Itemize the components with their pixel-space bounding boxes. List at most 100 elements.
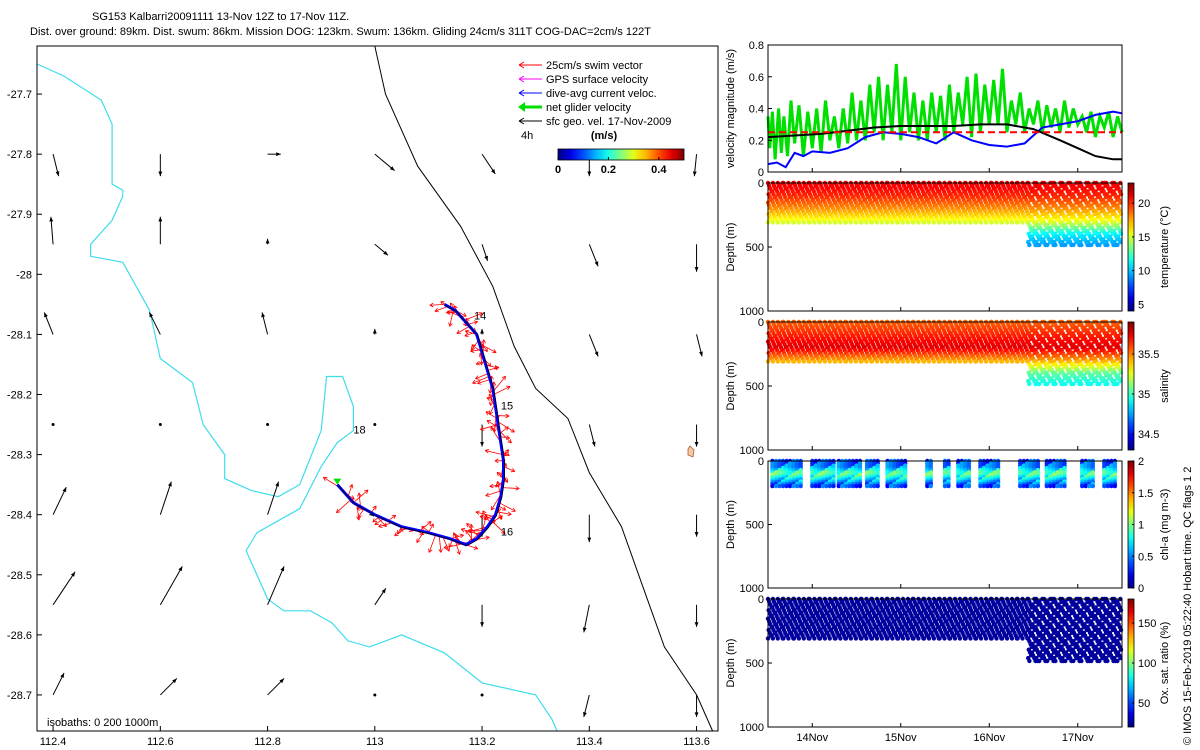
surface-vector-head	[168, 481, 172, 487]
surface-vector-head	[480, 328, 485, 334]
chlorophyll-point	[1018, 483, 1023, 489]
temperature-point	[859, 220, 864, 225]
map-y-tick-label: -28.3	[7, 450, 32, 462]
chlorophyll-colorbar-tick-label: 1.5	[1138, 488, 1153, 500]
swim-vector-head	[464, 332, 469, 338]
swim-vector-head	[447, 310, 452, 315]
chlorophyll-point	[946, 483, 951, 489]
oxygen-point	[859, 636, 864, 641]
chlorophyll-point	[831, 483, 836, 489]
swim-vector	[466, 522, 479, 537]
surface-vector-dot	[373, 693, 377, 697]
surface-vector-head	[62, 487, 67, 493]
temperature-point	[1089, 242, 1094, 248]
salinity-point	[973, 359, 979, 364]
temperature-colorbar-tick-label: 10	[1138, 266, 1150, 278]
title-line-1: SG153 Kalbarri20091111 13-Nov 12Z to 17-…	[92, 11, 349, 23]
salinity-point	[926, 359, 932, 364]
oxygen-point	[781, 636, 786, 641]
swim-vector-head	[489, 483, 494, 489]
salinity-point	[874, 359, 880, 364]
chlorophyll-point	[959, 483, 964, 489]
swim-vector	[485, 490, 502, 497]
swim-vector	[472, 376, 490, 384]
gps-track	[338, 305, 505, 547]
swim-vector-head	[485, 492, 490, 497]
temperature-point	[1045, 242, 1050, 248]
chlorophyll-point	[903, 483, 908, 489]
surface-vector-head	[70, 571, 76, 577]
velocity-series-line	[766, 63, 1124, 160]
map-colorbar-tick-label: 0	[555, 164, 561, 176]
swim-vector-head	[475, 361, 481, 366]
chlorophyll-point	[1055, 483, 1060, 489]
velocity-y-tick-label: 0.4	[749, 104, 764, 116]
surface-vector-head	[694, 622, 699, 627]
salinity-y-tick-label: 0	[758, 317, 764, 329]
chlorophyll-point	[888, 483, 894, 489]
swim-vector-head	[445, 547, 450, 552]
swim-vector-head	[475, 375, 480, 380]
salinity-point	[801, 359, 806, 364]
salinity-point	[885, 359, 890, 364]
salinity-point	[963, 359, 968, 364]
surface-vector-head	[381, 588, 386, 594]
temperature-point	[994, 220, 999, 225]
temperature-point	[1037, 242, 1042, 248]
salinity-colorbar-tick-label: 34.5	[1138, 429, 1159, 441]
swim-vector-head	[428, 548, 433, 553]
chlorophyll-point	[1044, 483, 1050, 489]
oxygen-point	[775, 636, 780, 641]
swim-vector	[467, 321, 478, 325]
surface-vector-head	[383, 250, 389, 256]
temperature-point	[791, 220, 797, 225]
oxygen-point	[812, 636, 817, 641]
swim-vector-head	[372, 518, 377, 523]
swim-vector-head	[378, 523, 383, 528]
net-velocity-marker	[333, 478, 342, 485]
temperature-point	[833, 220, 838, 225]
temperature-point	[916, 220, 921, 225]
temperature-point	[770, 220, 776, 225]
swim-vector-head	[448, 322, 453, 327]
surface-vector-head	[44, 312, 48, 318]
swim-vector-head	[466, 522, 471, 528]
track-day-label: 14	[474, 310, 486, 322]
surface-vector-head	[55, 171, 60, 177]
swim-vector-head	[504, 449, 509, 454]
title-line-2: Dist. over ground: 89km. Dist. swum: 86k…	[30, 26, 651, 38]
temperature-point	[838, 220, 843, 225]
temperature-colorbar	[1127, 182, 1135, 312]
temperature-point	[931, 220, 937, 225]
surface-vector-head	[694, 267, 699, 272]
salinity-point	[853, 359, 859, 364]
temperature-point	[890, 220, 895, 225]
swim-vector-head	[356, 516, 361, 521]
oxygen-point	[786, 636, 791, 641]
swim-vector-head	[510, 428, 515, 433]
swim-vector	[485, 450, 503, 455]
swim-vector-head	[496, 471, 502, 477]
chlorophyll-point	[1080, 483, 1085, 489]
swim-vector	[357, 508, 365, 518]
chlorophyll-point	[857, 483, 863, 489]
temperature-point	[937, 220, 942, 225]
swim-vector-head	[416, 538, 421, 543]
swim-vector	[496, 415, 510, 417]
swim-vector	[485, 411, 498, 419]
swim-vector-head	[485, 411, 490, 416]
swim-vector-head	[460, 527, 466, 533]
swim-vector-head	[479, 514, 484, 520]
map-y-tick-label: -28.6	[7, 630, 32, 642]
swim-vector	[499, 426, 509, 434]
chlorophyll-point	[1105, 483, 1111, 489]
swim-vector	[475, 373, 489, 380]
temperature-point	[900, 220, 906, 225]
temperature-point	[947, 220, 953, 225]
temperature-y-tick-label: 1000	[740, 306, 764, 318]
swim-vector-head	[394, 532, 399, 537]
swim-vector-head	[496, 481, 501, 486]
salinity-point	[937, 359, 942, 364]
oxygen-point	[833, 636, 838, 641]
